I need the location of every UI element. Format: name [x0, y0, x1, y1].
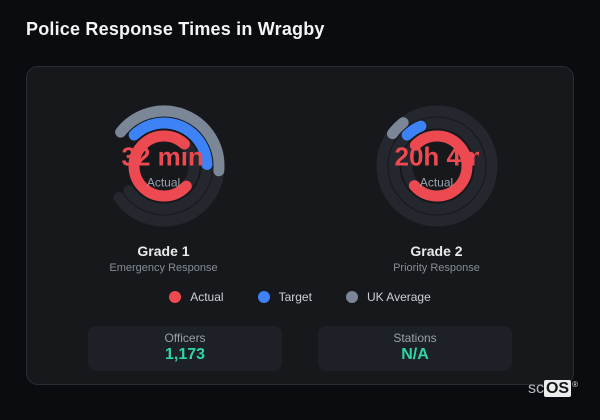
gauge-arc-target	[128, 117, 212, 170]
gauge-chart	[112, 105, 224, 227]
gauge-chart-wrap: 20h 4m Actual	[362, 91, 512, 241]
legend-item-uk-average[interactable]: UK Average	[345, 290, 431, 304]
legend-item-actual[interactable]: Actual	[169, 290, 224, 304]
gauge-caption: Actual	[146, 175, 181, 190]
gauge-center-text: 20h 4m Actual	[395, 143, 479, 190]
page-title: Police Response Times in Wragby	[26, 19, 325, 39]
gauge-arc-uk-average	[114, 105, 224, 177]
gauge-track-arc	[376, 105, 497, 227]
stat-label: Stations	[393, 331, 437, 345]
gauge-track-arc	[388, 117, 485, 215]
gauge-arc-target	[401, 120, 426, 141]
legend-label: UK Average	[366, 290, 431, 304]
stat-value: N/A	[401, 346, 429, 363]
gauge-grade-1: 32 min Actual Grade 1 Emergency Response	[27, 91, 300, 274]
gauge-sublabel: Emergency Response	[109, 262, 218, 274]
logo-prefix: sc	[527, 380, 544, 397]
stat-officers: Officers 1,173	[88, 326, 282, 371]
gauge-arc-uk-average	[386, 117, 409, 140]
gauge-value: 32 min	[121, 142, 204, 172]
gauge-label: Grade 1	[137, 243, 190, 259]
gauge-grade-2: 20h 4m Actual Grade 2 Priority Response	[300, 91, 573, 274]
scos-logo: sc OS ®	[528, 380, 578, 398]
stat-value: 1,173	[164, 346, 206, 363]
gauge-caption: Actual	[419, 175, 454, 190]
logo-suffix: OS	[543, 380, 572, 397]
gauge-track-arc	[112, 165, 224, 227]
gauge-track-arc	[122, 159, 212, 215]
gauge-sublabel: Priority Response	[393, 262, 480, 274]
legend-dot-target	[257, 291, 270, 303]
gauges-row: 32 min Actual Grade 1 Emergency Response…	[27, 91, 573, 274]
legend-label: Target	[278, 290, 312, 304]
stat-stations: Stations N/A	[318, 326, 512, 371]
stat-label: Officers	[164, 331, 206, 345]
gauge-chart	[376, 105, 497, 227]
legend-dot-uk-average	[345, 291, 358, 303]
legend-dot-actual	[169, 291, 182, 303]
registered-mark-icon: ®	[572, 380, 578, 389]
gauge-chart-wrap: 32 min Actual	[89, 91, 239, 241]
gauge-arc-actual	[408, 130, 472, 202]
legend-item-target[interactable]: Target	[257, 290, 312, 304]
gauge-center-text: 32 min Actual	[122, 143, 206, 190]
gauge-label: Grade 2	[410, 243, 463, 259]
response-times-card: 32 min Actual Grade 1 Emergency Response…	[26, 66, 574, 385]
legend: Actual Target UK Average	[27, 290, 573, 304]
gauge-arc-actual	[128, 130, 192, 202]
legend-label: Actual	[190, 290, 224, 304]
stats-row: Officers 1,173 Stations N/A	[27, 326, 573, 371]
gauge-value: 20h 4m	[394, 142, 479, 172]
